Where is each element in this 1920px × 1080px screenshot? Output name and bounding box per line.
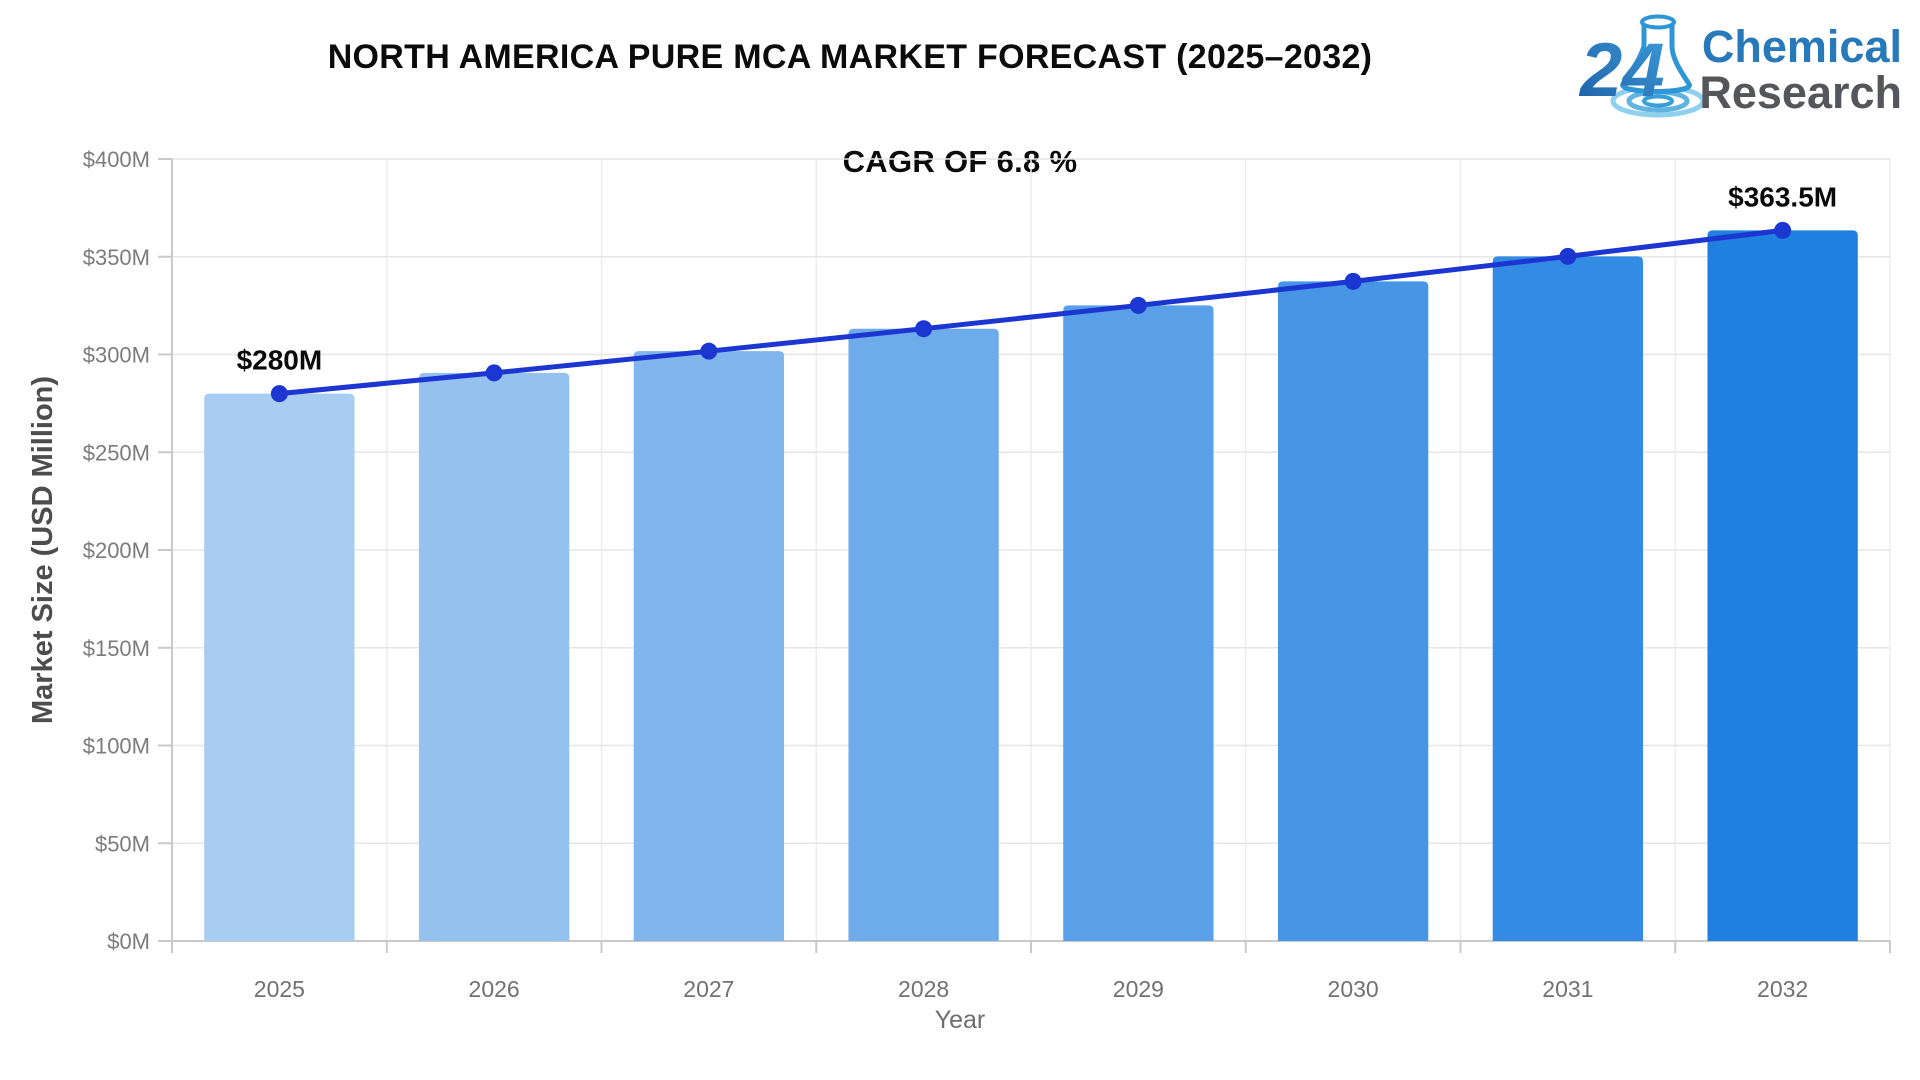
- y-tick-label: $200M: [83, 538, 150, 563]
- x-tick-label: 2026: [469, 976, 520, 1002]
- y-tick-label: $350M: [83, 245, 150, 270]
- y-tick-label: $100M: [83, 734, 150, 759]
- brand-logo-graphic: 24 Chemical Research: [1578, 14, 1902, 118]
- y-tick-label: $300M: [83, 343, 150, 368]
- bar-2027: [633, 351, 785, 941]
- chart-title: NORTH AMERICA PURE MCA MARKET FORECAST (…: [327, 38, 1373, 76]
- bar-2026: [418, 372, 570, 941]
- chart-subtitle: CAGR OF 6.8 %: [842, 144, 1078, 179]
- bar-2028: [848, 328, 999, 942]
- brand-logo: 24 Chemical Research: [1578, 10, 1908, 126]
- bar-2030: [1277, 281, 1429, 941]
- trend-marker-2028: [915, 320, 933, 338]
- trend-marker-2030: [1344, 272, 1362, 290]
- data-label-2025: $280M: [237, 345, 323, 376]
- y-tick-label: $50M: [95, 831, 150, 856]
- y-tick-label: $250M: [83, 440, 150, 465]
- erlenmeyer-flask-icon: [1620, 14, 1692, 94]
- trend-marker-2031: [1559, 247, 1577, 265]
- bar-2032: [1707, 230, 1858, 942]
- x-tick-label: 2028: [898, 976, 949, 1002]
- y-tick-label: $400M: [83, 147, 150, 172]
- trend-line: [276, 227, 1786, 397]
- trend-marker-2026: [485, 364, 503, 382]
- trend-marker-2025: [270, 385, 288, 403]
- logo-number: 24: [1578, 28, 1665, 113]
- x-tick-label: 2031: [1542, 976, 1593, 1002]
- bar-2029: [1063, 305, 1214, 941]
- trend-marker-2029: [1129, 296, 1147, 314]
- y-tick-label: $150M: [83, 636, 150, 661]
- x-tick-label: 2030: [1328, 976, 1379, 1002]
- x-tick-label: 2027: [683, 976, 734, 1002]
- trend-marker-2027: [700, 342, 718, 360]
- y-tick-label: $0M: [107, 929, 150, 954]
- logo-word-research: Research: [1699, 67, 1902, 118]
- bar-2031: [1492, 256, 1644, 941]
- logo-word-chemical: Chemical: [1702, 21, 1902, 72]
- x-axis-title: Year: [934, 1006, 986, 1034]
- x-tick-label: 2025: [254, 976, 305, 1002]
- bar-2025: [204, 393, 355, 942]
- trend-marker-2032: [1774, 221, 1792, 239]
- x-tick-label: 2029: [1113, 976, 1164, 1002]
- data-label-2032: $363.5M: [1728, 181, 1837, 212]
- x-tick-label: 2032: [1757, 976, 1808, 1002]
